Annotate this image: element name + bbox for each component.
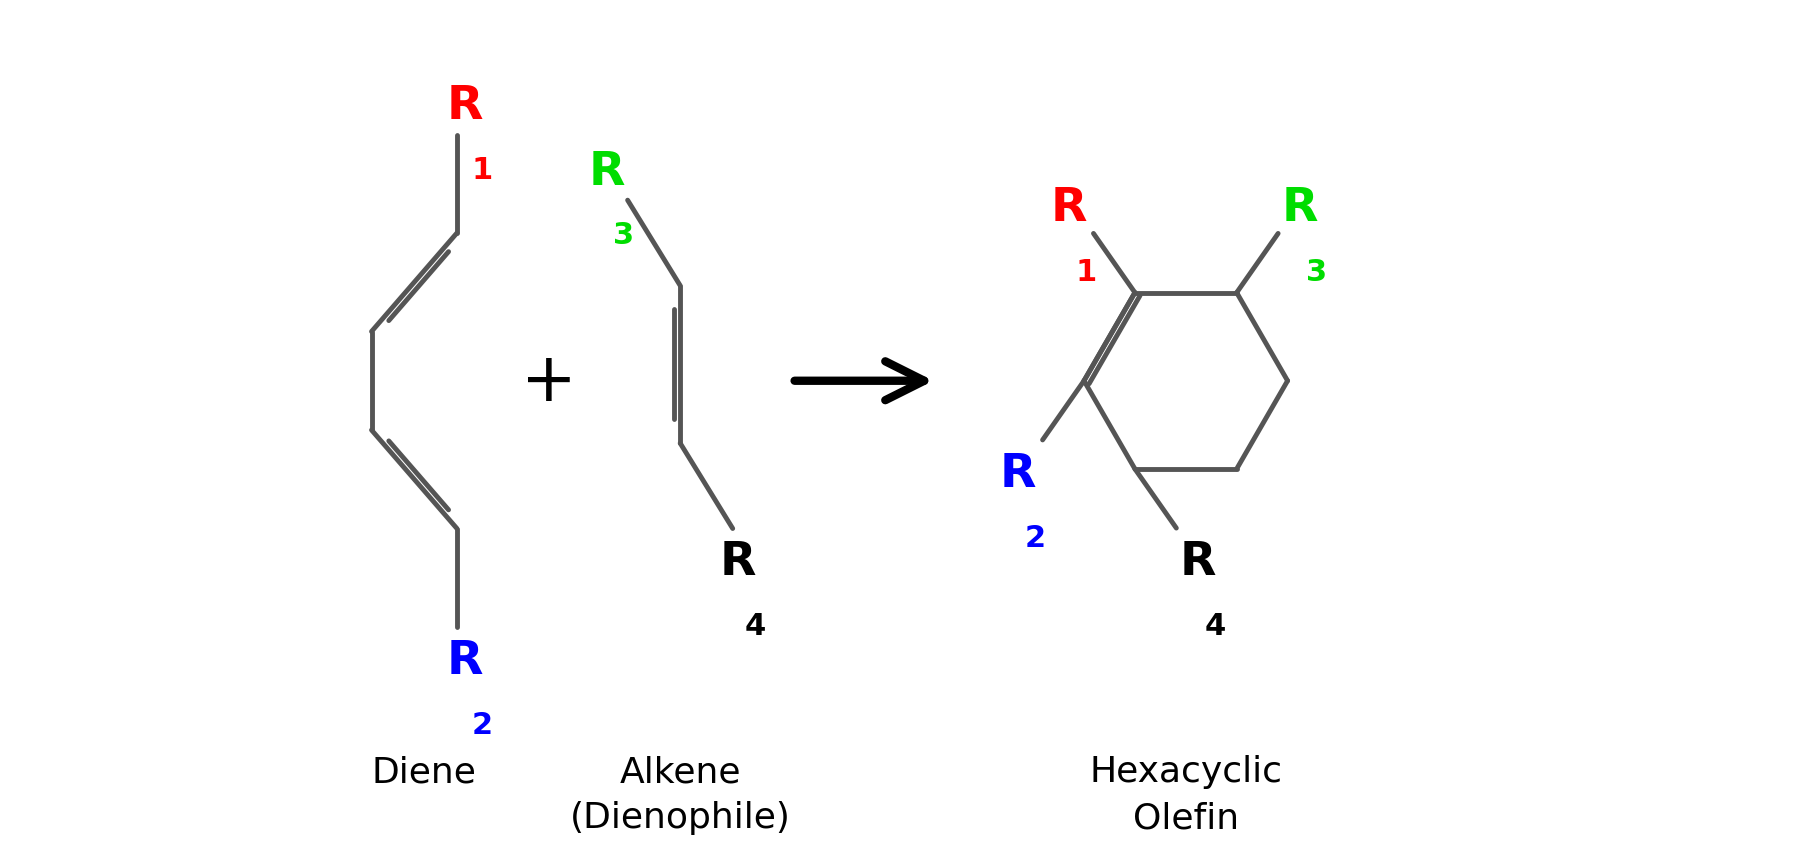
Text: Diene: Diene (371, 754, 477, 789)
Text: R: R (999, 451, 1036, 496)
Text: 2: 2 (471, 709, 493, 739)
Text: Alkene: Alkene (619, 754, 741, 789)
Text: R: R (448, 84, 484, 129)
Text: 2: 2 (1025, 523, 1046, 552)
Text: 4: 4 (744, 611, 766, 641)
Text: Hexacyclic: Hexacyclic (1090, 754, 1283, 789)
Text: R: R (1050, 186, 1087, 231)
Text: +: + (521, 349, 577, 414)
Text: 3: 3 (1307, 257, 1327, 287)
Text: 1: 1 (471, 156, 493, 184)
Text: Olefin: Olefin (1132, 801, 1239, 834)
Text: 1: 1 (1076, 257, 1097, 287)
Text: 4: 4 (1205, 611, 1225, 640)
Text: (Dienophile): (Dienophile) (570, 801, 790, 834)
Text: R: R (588, 150, 624, 195)
Text: R: R (1281, 186, 1318, 231)
Text: 3: 3 (613, 221, 633, 250)
Text: R: R (719, 540, 755, 585)
Text: R: R (1179, 539, 1216, 585)
Text: R: R (448, 638, 484, 683)
